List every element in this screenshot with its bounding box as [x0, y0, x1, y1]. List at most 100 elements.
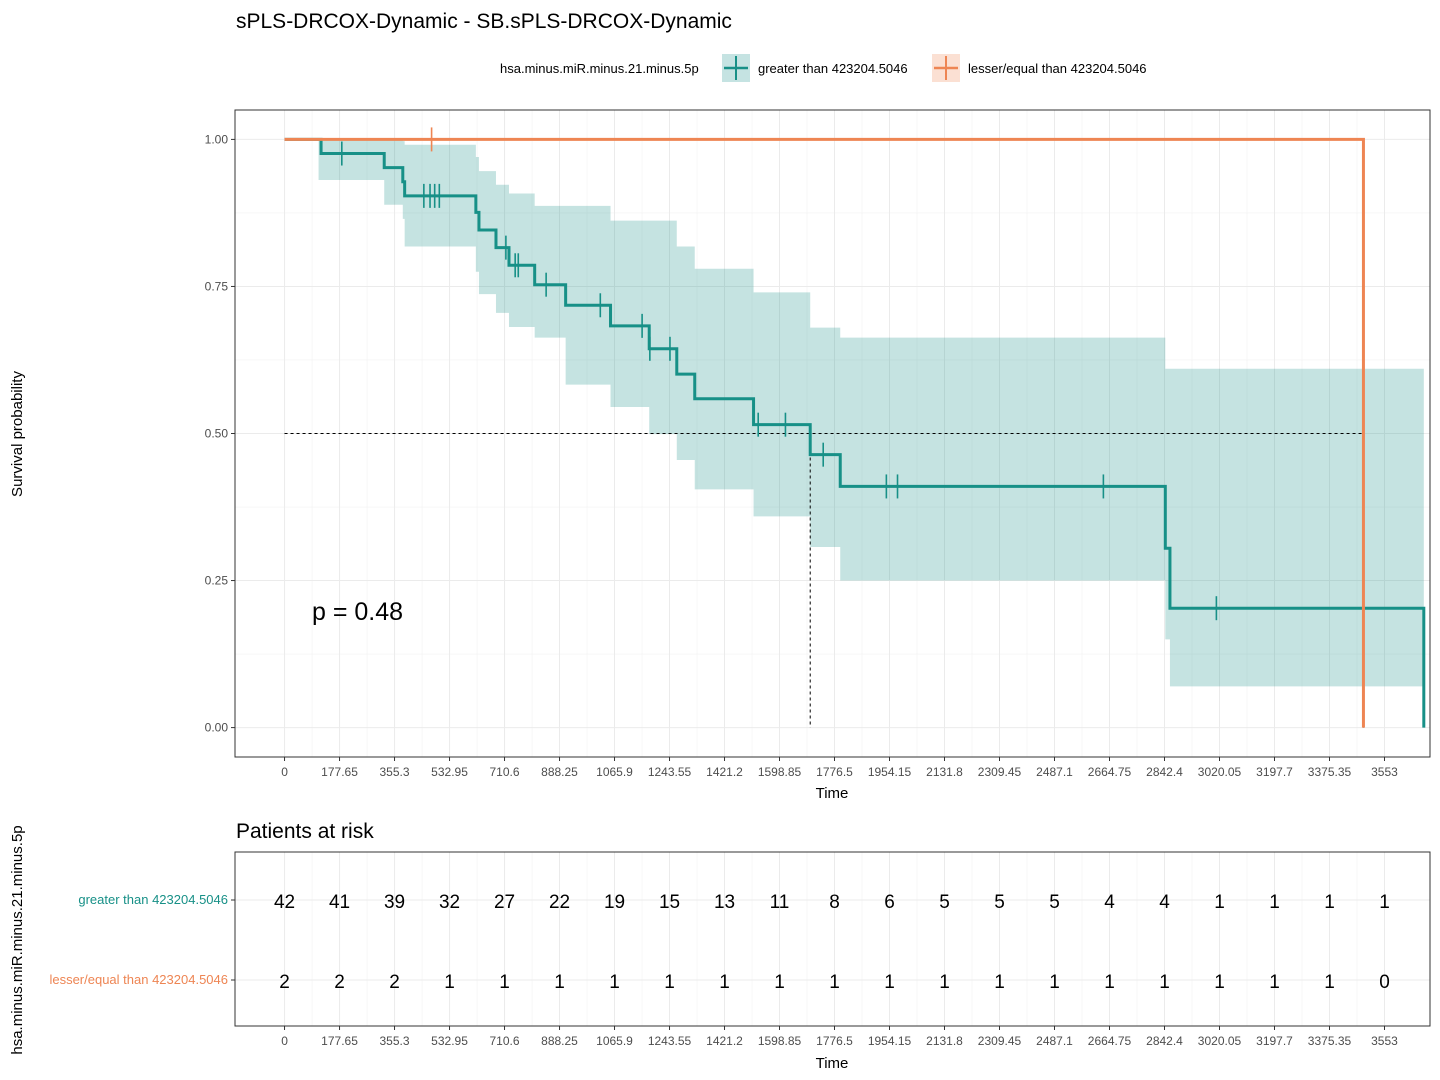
x-tick-label: 0 — [281, 765, 288, 779]
risk-count: 1 — [994, 972, 1005, 993]
risk-count: 5 — [939, 892, 950, 913]
x-tick-label: 532.95 — [431, 765, 468, 779]
risk-x-tick-label: 1598.85 — [758, 1034, 802, 1048]
risk-x-tick-label: 0 — [281, 1034, 288, 1048]
risk-count: 13 — [714, 892, 735, 913]
risk-x-tick-label: 2842.4 — [1146, 1034, 1183, 1048]
risk-count: 2 — [334, 972, 345, 993]
risk-count: 1 — [1214, 892, 1225, 913]
x-tick-label: 1421.2 — [706, 765, 743, 779]
risk-x-tick-label: 3197.7 — [1256, 1034, 1293, 1048]
risk-count: 19 — [604, 892, 625, 913]
risk-count: 15 — [659, 892, 680, 913]
x-tick-label: 2131.8 — [926, 765, 963, 779]
risk-count: 1 — [1214, 972, 1225, 993]
risk-count: 0 — [1379, 972, 1390, 993]
legend-title: hsa.minus.miR.minus.21.minus.5p — [500, 61, 699, 76]
risk-count: 22 — [549, 892, 570, 913]
risk-count: 5 — [1049, 892, 1060, 913]
risk-count: 1 — [1104, 972, 1115, 993]
risk-x-tick-label: 1243.55 — [648, 1034, 692, 1048]
p-value-label: p = 0.48 — [312, 598, 403, 626]
risk-count: 27 — [494, 892, 515, 913]
risk-count: 11 — [770, 892, 790, 913]
risk-border — [234, 851, 1431, 1027]
risk-x-tick-label: 1065.9 — [596, 1034, 633, 1048]
x-tick-label: 888.25 — [541, 765, 578, 779]
risk-count: 5 — [994, 892, 1005, 913]
y-tick-label: 1.00 — [205, 132, 229, 146]
y-tick-label: 0.25 — [205, 574, 229, 588]
risk-count: 1 — [884, 972, 895, 993]
y-axis-title: Survival probability — [9, 371, 26, 497]
x-tick-label: 3375.35 — [1308, 765, 1352, 779]
risk-x-tick-label: 2131.8 — [926, 1034, 963, 1048]
risk-x-tick-label: 888.25 — [541, 1034, 578, 1048]
risk-count: 39 — [384, 892, 405, 913]
x-tick-label: 3553 — [1371, 765, 1398, 779]
risk-table-title: Patients at risk — [236, 820, 374, 843]
x-tick-label: 2664.75 — [1088, 765, 1132, 779]
y-tick-label: 0.75 — [205, 279, 229, 293]
risk-x-tick-label: 2309.45 — [978, 1034, 1022, 1048]
x-tick-label: 1954.15 — [868, 765, 912, 779]
risk-count: 1 — [499, 972, 510, 993]
y-tick-label: 0.50 — [205, 427, 229, 441]
risk-count: 32 — [439, 892, 460, 913]
risk-y-axis-title: hsa.minus.miR.minus.21.minus.5p — [9, 825, 26, 1054]
risk-count: 1 — [1159, 972, 1170, 993]
x-tick-label: 710.6 — [490, 765, 520, 779]
risk-count: 1 — [664, 972, 675, 993]
risk-table-panel: greater than 423204.5046 42 41 39 32 27 22 19 15… — [49, 851, 1431, 1048]
risk-x-tick-label: 1954.15 — [868, 1034, 912, 1048]
risk-count: 1 — [1324, 892, 1335, 913]
risk-x-tick-label: 710.6 — [490, 1034, 520, 1048]
legend-label-lesser: lesser/equal than 423204.5046 — [968, 61, 1147, 76]
risk-x-tick-label: 1421.2 — [706, 1034, 743, 1048]
x-tick-label: 2309.45 — [978, 765, 1022, 779]
risk-x-tick-label: 532.95 — [431, 1034, 468, 1048]
risk-count: 2 — [389, 972, 400, 993]
risk-count: 1 — [1049, 972, 1060, 993]
risk-count: 1 — [1379, 892, 1390, 913]
y-tick-label: 0.00 — [205, 721, 229, 735]
risk-x-tick-label: 3553 — [1371, 1034, 1398, 1048]
risk-x-tick-label: 355.3 — [380, 1034, 410, 1048]
chart-title: sPLS-DRCOX-Dynamic - SB.sPLS-DRCOX-Dynam… — [236, 10, 732, 33]
risk-count: 42 — [274, 892, 295, 913]
risk-x-tick-label: 2487.1 — [1036, 1034, 1073, 1048]
risk-count: 1 — [719, 972, 730, 993]
x-tick-label: 3197.7 — [1256, 765, 1293, 779]
risk-x-tick-label: 177.65 — [321, 1034, 358, 1048]
risk-count: 41 — [329, 892, 350, 913]
risk-x-tick-label: 3375.35 — [1308, 1034, 1352, 1048]
x-tick-label: 1065.9 — [596, 765, 633, 779]
risk-count: 4 — [1159, 892, 1170, 913]
risk-count: 1 — [609, 972, 620, 993]
x-tick-label: 1598.85 — [758, 765, 802, 779]
risk-x-tick-label: 1776.5 — [816, 1034, 853, 1048]
risk-x-tick-label: 3020.05 — [1198, 1034, 1242, 1048]
x-tick-label: 1776.5 — [816, 765, 853, 779]
x-axis-title: Time — [816, 785, 849, 802]
x-tick-label: 177.65 — [321, 765, 358, 779]
risk-count: 1 — [1269, 972, 1280, 993]
risk-count: 1 — [554, 972, 565, 993]
risk-count: 1 — [1269, 892, 1280, 913]
risk-count: 1 — [939, 972, 950, 993]
legend-label-greater: greater than 423204.5046 — [758, 61, 908, 76]
risk-count: 2 — [279, 972, 290, 993]
x-tick-label: 3020.05 — [1198, 765, 1242, 779]
risk-count: 4 — [1104, 892, 1115, 913]
risk-row-label: greater than 423204.5046 — [78, 892, 228, 907]
survival-plot-panel: 0.00 0.25 0.50 0.75 1.00 0 177.65 355.3 532.95 71… — [205, 109, 1431, 779]
legend: hsa.minus.miR.minus.21.minus.5p greater … — [500, 54, 1147, 82]
risk-count: 8 — [829, 892, 840, 913]
x-tick-label: 1243.55 — [648, 765, 692, 779]
risk-count: 6 — [884, 892, 895, 913]
risk-count: 1 — [774, 972, 785, 993]
risk-count: 1 — [829, 972, 840, 993]
survival-curve-1 — [284, 137, 1365, 728]
x-tick-label: 355.3 — [380, 765, 410, 779]
